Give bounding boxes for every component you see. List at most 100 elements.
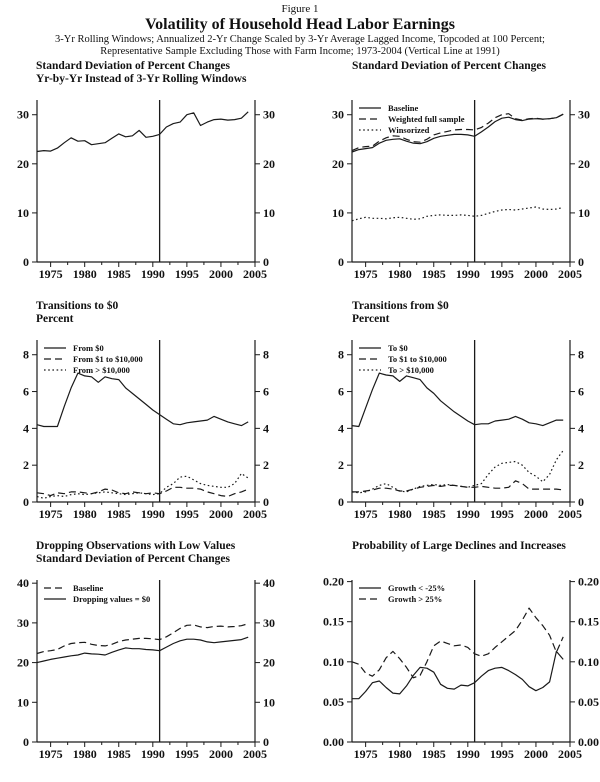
x-tick-label: 2000 [524,747,548,761]
legend-label: Dropping values = $0 [73,594,150,604]
x-tick-label: 1985 [422,747,446,761]
y-tick-label-left: 30 [17,108,29,122]
chart-title: Standard Deviation of Percent Changes [352,60,546,73]
y-tick-label-left: 0.15 [323,615,344,629]
x-tick-label: 2000 [524,507,548,521]
y-tick-label-left: 20 [332,157,344,171]
chart-title-line-1: Probability of Large Declines and Increa… [352,540,566,552]
y-tick-label-right: 0.10 [578,655,599,669]
y-tick-label-left: 0 [23,495,29,509]
chart-body: 0 0 10 10 20 20 30 30 1975 1980 1985 1990 1995 2000 20… [300,94,600,302]
chart-title-line-1: Transitions from $0 [352,300,449,312]
chart-svg: 0 0 10 10 20 20 30 30 40 40 1975 1980 1985 1990 1995 20… [17,576,275,761]
legend-item: From $1 to $10,000 [44,354,143,364]
y-tick-label-right: 0 [578,255,584,269]
figure-subtitle-line1: 3-Yr Rolling Windows; Annualized 2-Yr Ch… [55,34,545,45]
y-tick-label-left: 30 [332,108,344,122]
y-tick-label-right: 6 [263,385,269,399]
y-tick-label-left: 0 [338,495,344,509]
figure-header: Figure 1 Volatility of Household Head La… [0,0,600,57]
y-tick-label-left: 2 [338,458,344,472]
x-tick-label: 1985 [107,507,131,521]
y-tick-label-right: 6 [578,385,584,399]
legend-item: From $0 [44,343,104,353]
chart-title-line-2: Standard Deviation of Percent Changes [36,552,231,565]
y-tick-label-right: 2 [263,458,269,472]
chart-title-line-1: Transitions to $0 [36,300,119,312]
legend-item: To $1 to $10,000 [359,354,447,364]
chart-body: 0 0 10 10 20 20 30 30 40 40 1975 1980 1985 1990 1995 20… [0,574,300,782]
chart-title-line-2: Yr-by-Yr Instead of 3-Yr Rolling Windows [36,72,247,85]
x-tick-label: 1980 [73,267,97,281]
y-tick-label-left: 0.05 [323,695,344,709]
x-tick-label: 1995 [490,507,514,521]
x-tick-label: 1975 [39,267,63,281]
y-tick-label-right: 0 [263,495,269,509]
chart-title: Probability of Large Declines and Increa… [352,540,566,553]
series-line-dropping-values-0 [36,636,249,664]
chart-body: 0 0 2 2 4 4 6 6 8 8 1975 1980 1985 1990 1995 2000 2005 To… [300,334,600,542]
x-tick-label: 1980 [388,267,412,281]
y-tick-label-right: 8 [578,348,584,362]
y-tick-label-left: 0.10 [323,655,344,669]
x-tick-label: 1990 [456,507,480,521]
legend-label: From $1 to $10,000 [73,354,143,364]
x-tick-label: 1980 [73,507,97,521]
y-tick-label-right: 20 [263,656,275,670]
figure-title: Volatility of Household Head Labor Earni… [145,16,455,33]
x-tick-label: 2005 [243,267,267,281]
legend-item: To $0 [359,343,408,353]
y-tick-label-left: 40 [17,576,29,590]
legend-label: From > $10,000 [73,365,130,375]
series-line-to-0 [351,372,564,428]
legend-item: Dropping values = $0 [44,594,150,604]
y-tick-label-left: 6 [338,385,344,399]
chart-panel-transitions-from-zero: Transitions from $0 Percent 0 0 2 2 4 4 6 6 8 8 197… [300,297,600,537]
legend-label: Growth < -25% [388,583,445,593]
y-tick-label-left: 10 [17,206,29,220]
legend-label: From $0 [73,343,104,353]
y-tick-label-right: 10 [263,206,275,220]
chart-svg: 0 0 2 2 4 4 6 6 8 8 1975 1980 1985 1990 1995 2000 2005 Fr… [23,340,269,521]
x-tick-label: 1985 [107,747,131,761]
x-tick-label: 1995 [175,267,199,281]
x-tick-label: 2000 [209,267,233,281]
x-tick-label: 2005 [558,267,582,281]
y-tick-label-right: 30 [263,108,275,122]
legend-label: Growth > 25% [388,594,442,604]
series-line-growth-25- [352,650,564,700]
y-tick-label-left: 20 [17,157,29,171]
x-tick-label: 1985 [422,267,446,281]
y-tick-label-right: 40 [263,576,275,590]
y-tick-label-right: 2 [578,458,584,472]
y-tick-label-right: 0 [263,255,269,269]
chart-title-line-1: Standard Deviation of Percent Changes [36,60,231,72]
x-tick-label: 2005 [243,507,267,521]
chart-title: Transitions to $0 Percent [36,300,118,325]
y-tick-label-right: 20 [263,157,275,171]
chart-title-line-2: Percent [352,312,390,325]
x-tick-label: 1995 [490,747,514,761]
y-tick-label-right: 0.15 [578,615,599,629]
y-tick-label-right: 10 [263,695,275,709]
y-tick-label-right: 4 [263,421,269,435]
chart-title-line-1: Dropping Observations with Low Values [36,540,236,552]
chart-svg: 0 0 2 2 4 4 6 6 8 8 1975 1980 1985 1990 1995 2000 2005 To… [338,340,584,521]
y-tick-label-right: 0 [263,735,269,749]
x-tick-label: 1990 [456,747,480,761]
chart-panel-prob-large-declines: Probability of Large Declines and Increa… [300,537,600,777]
y-tick-label-right: 4 [578,421,584,435]
y-tick-label-left: 10 [17,695,29,709]
series-line-to-1-to-10-000 [352,480,564,493]
x-tick-label: 1980 [73,747,97,761]
chart-title: Dropping Observations with Low Values Sta… [36,540,235,565]
x-tick-label: 1990 [456,267,480,281]
y-tick-label-left: 8 [23,348,29,362]
legend-item: Baseline [44,583,103,593]
y-tick-label-left: 6 [23,385,29,399]
figure-subtitle-line2: Representative Sample Excluding Those wi… [100,45,500,57]
legend-label: To $1 to $10,000 [388,354,447,364]
series-line-winsorized [351,206,564,222]
series-line-to-10-000 [351,450,564,494]
